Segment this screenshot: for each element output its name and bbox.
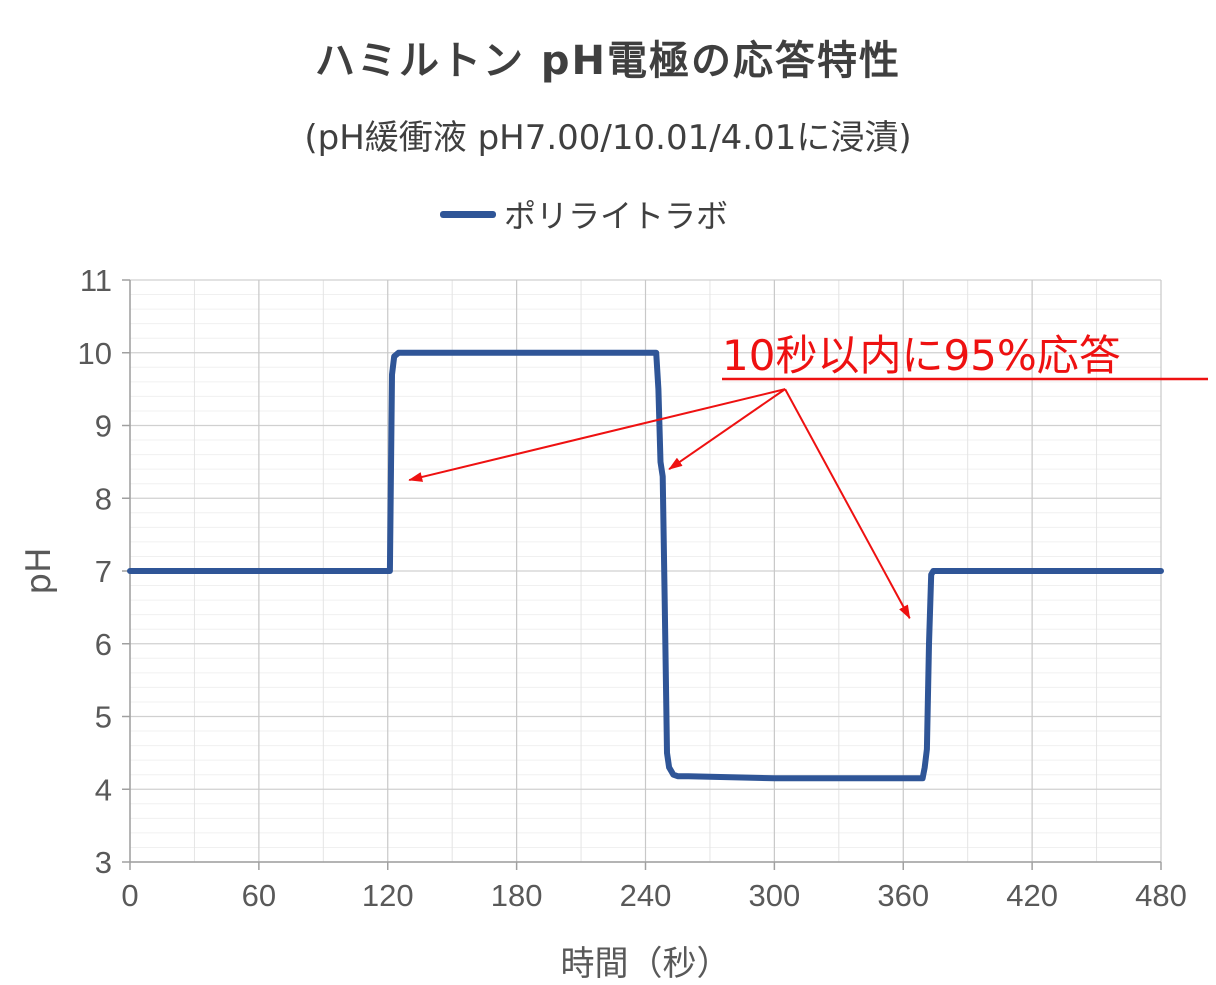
y-tick-label: 11 (80, 263, 112, 298)
annotation-arrow (408, 388, 786, 482)
y-tick-label: 8 (95, 481, 112, 516)
legend-label: ポリライトラボ (504, 197, 729, 235)
y-tick-label: 6 (95, 627, 112, 662)
legend: ポリライトラボ (440, 192, 728, 236)
grid (129, 279, 1162, 863)
x-tick-label: 180 (491, 878, 543, 913)
x-tick-label: 60 (242, 878, 276, 913)
y-axis-title: pH (19, 547, 59, 594)
y-tick-label: 3 (95, 845, 112, 880)
legend-swatch (440, 210, 496, 218)
x-tick-label: 420 (1006, 878, 1058, 913)
annotation-arrow (784, 388, 911, 620)
x-axis-title: 時間（秒） (561, 944, 731, 984)
y-tick-label: 9 (95, 409, 112, 444)
x-tick-label: 360 (877, 878, 929, 913)
annotation-text: 10秒以内に95%応答 (722, 331, 1121, 380)
chart-subtitle: (pH緩衝液 pH7.00/10.01/4.01に浸漬) (304, 118, 912, 158)
annotation-arrow (668, 388, 786, 470)
y-tick-label: 4 (95, 772, 112, 807)
x-tick-label: 240 (620, 878, 672, 913)
x-tick-label: 120 (362, 878, 414, 913)
y-tick-label: 5 (95, 700, 112, 735)
series-line-polylite-lab (127, 349, 1164, 782)
x-tick-label: 300 (749, 878, 801, 913)
y-tick-label: 10 (78, 336, 112, 371)
annotation-arrows (408, 388, 911, 620)
tick-labels: 3 4 5 6 7 8 9 10 11 0 60 120 180 240 300 360 420 480 (78, 263, 1187, 913)
x-tick-label: 480 (1135, 878, 1187, 913)
chart-title: ハミルトン pH電極の応答特性 (314, 38, 902, 84)
x-tick-label: 0 (121, 878, 138, 913)
y-tick-label: 7 (95, 554, 112, 589)
